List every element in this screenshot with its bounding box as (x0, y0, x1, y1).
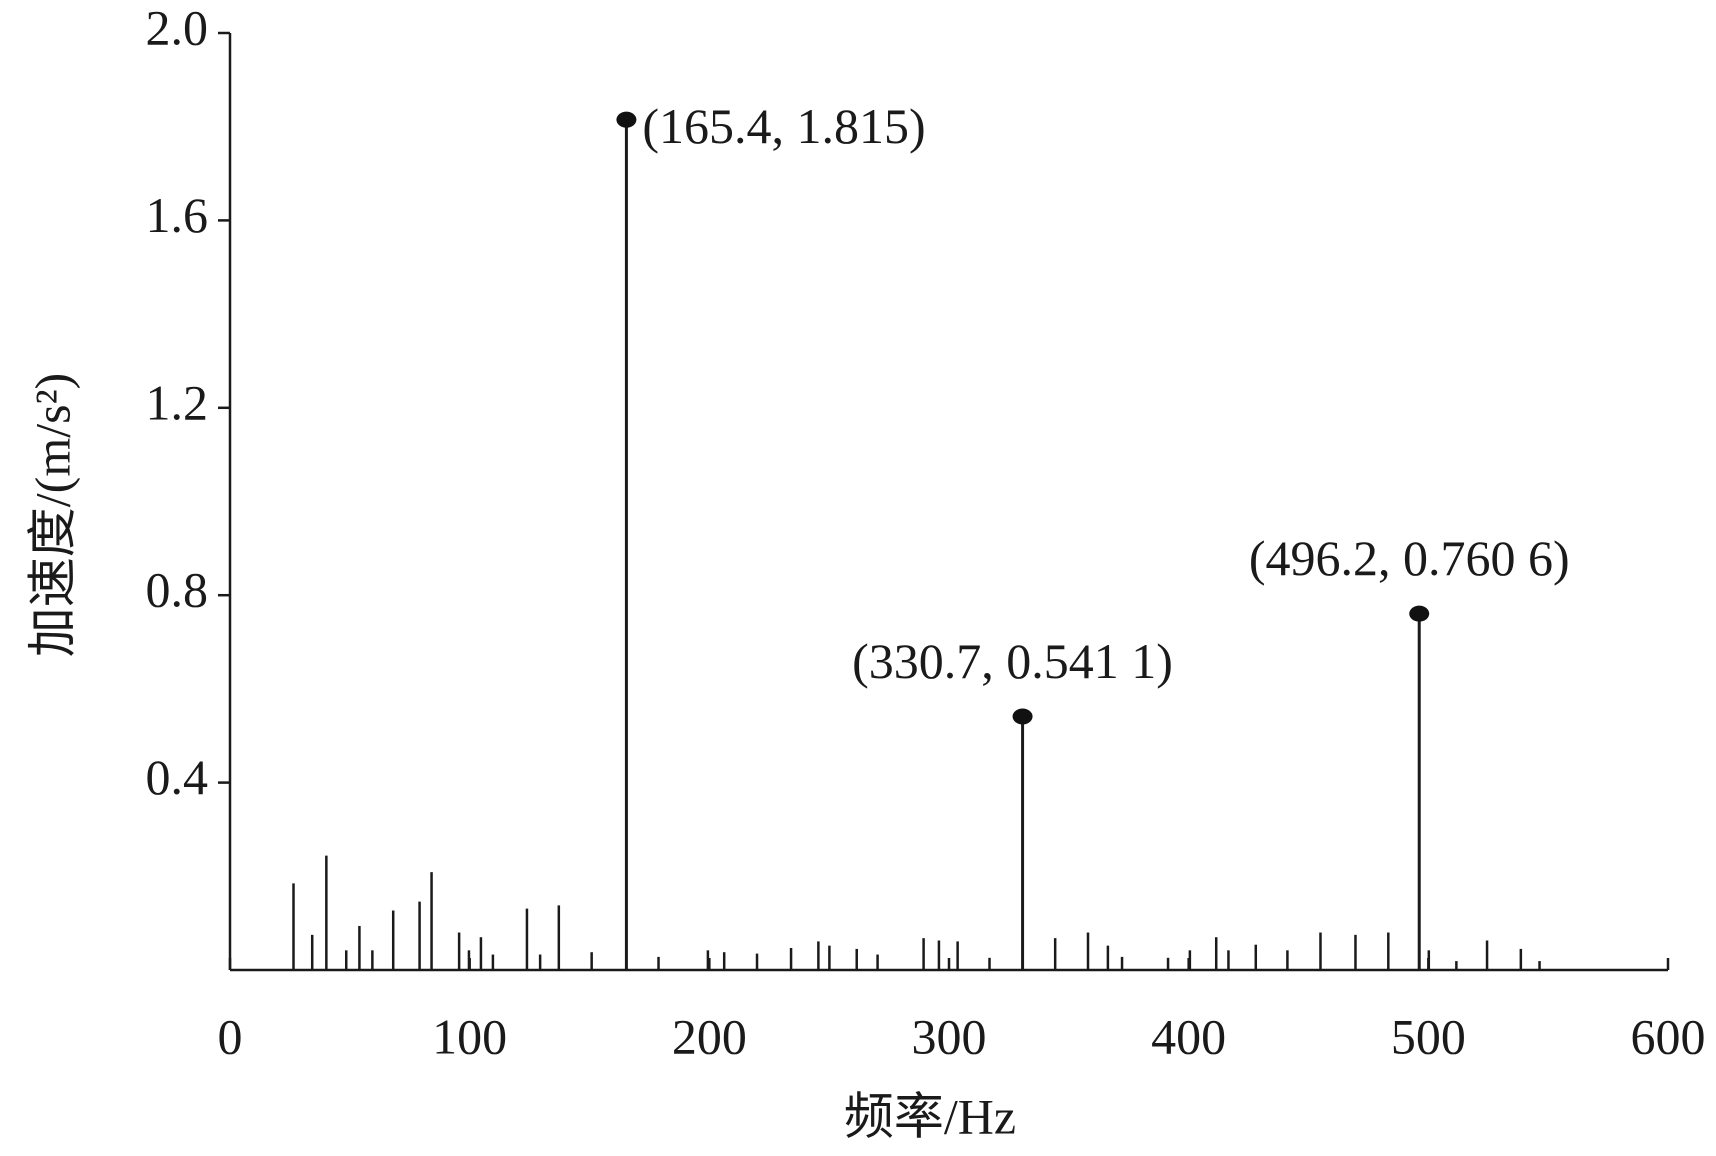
x-tick-label: 300 (912, 1008, 987, 1064)
y-tick-label: 0.8 (146, 562, 209, 618)
peak-marker (1409, 605, 1430, 622)
peak-label: (330.7, 0.541 1) (852, 633, 1173, 689)
x-tick-label: 600 (1631, 1008, 1706, 1064)
x-tick-label: 200 (672, 1008, 747, 1064)
x-tick-label: 0 (218, 1008, 243, 1064)
y-axis-label: 加速度/(m/s²) (24, 373, 80, 657)
x-tick-label: 500 (1391, 1008, 1466, 1064)
x-tick-label: 400 (1151, 1008, 1226, 1064)
y-tick-label: 1.2 (146, 374, 209, 430)
peak-label: (165.4, 1.815) (642, 98, 925, 154)
peak-label: (496.2, 0.760 6) (1249, 530, 1570, 586)
x-tick-label: 100 (432, 1008, 507, 1064)
peak-marker (1012, 708, 1033, 725)
x-axis-label: 频率/Hz (844, 1088, 1016, 1144)
y-tick-label: 0.4 (146, 749, 209, 805)
y-tick-label: 1.6 (146, 187, 209, 243)
peak-marker (616, 111, 637, 128)
y-tick-label: 2.0 (146, 0, 209, 55)
